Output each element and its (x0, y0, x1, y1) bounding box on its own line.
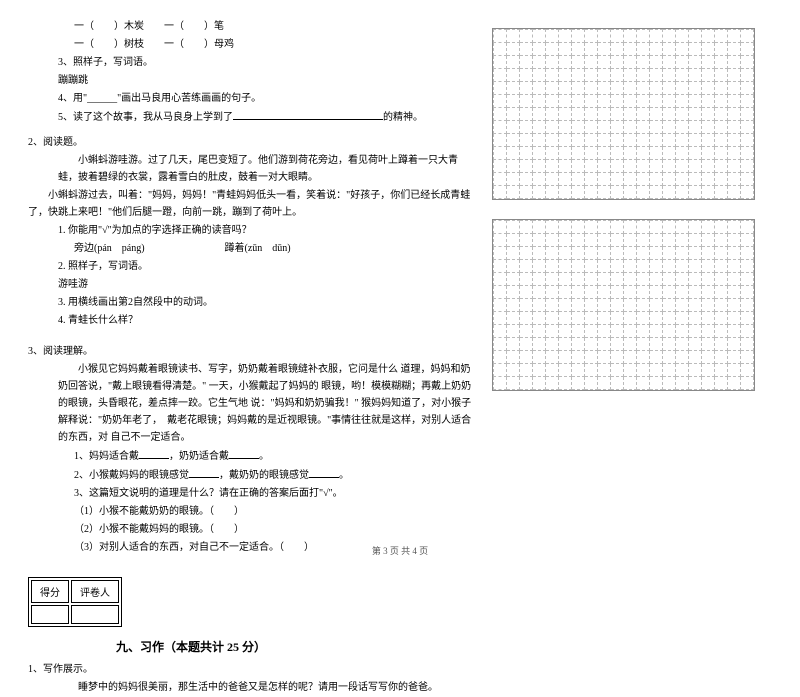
writing-grid-1[interactable] (492, 28, 755, 200)
fill-q4: 4、用"______"画出马良用心苦练画画的句子。 (28, 90, 472, 107)
grader-label: 评卷人 (71, 580, 119, 603)
writing-title: 1、写作展示。 (28, 661, 472, 678)
fill-q5-pre: 5、读了这个故事，我从马良身上学到了 (58, 112, 233, 123)
q3-s1b: ，奶奶适合戴 (169, 451, 229, 462)
right-column (492, 18, 772, 697)
page-footer: 第 3 页 共 4 页 (0, 544, 800, 557)
blank[interactable] (229, 447, 259, 459)
q3-s2c: 。 (339, 470, 349, 481)
fill-line-1a: 一（ ）木炭 一（ ）笔 (28, 18, 472, 35)
score-cell[interactable] (31, 605, 69, 624)
fill-q5: 5、读了这个故事，我从马良身上学到了 的精神。 (28, 108, 472, 126)
q2-p1: 小蝌蚪游哇游。过了几天，尾巴变短了。他们游到荷花旁边，看见荷叶上蹲着一只大青蛙，… (28, 152, 472, 186)
q3-p1: 小猴见它妈妈戴着眼镜读书、写字，奶奶戴着眼镜缝补衣服，它问是什么 道理，妈妈和奶… (28, 361, 472, 446)
q3-o1: （1）小猴不能戴奶奶的眼镜。（ ） (28, 503, 472, 520)
fill-q5-post: 的精神。 (383, 112, 423, 123)
q3-s2: 2、小猴戴妈妈的眼镜感觉 ，戴奶奶的眼镜感觉 。 (28, 466, 472, 484)
score-box: 得分评卷人 (28, 577, 122, 627)
q2-p2: 小蝌蚪游过去，叫着："妈妈，妈妈！"青蛙妈妈低头一看，笑着说："好孩子，你们已经… (28, 187, 472, 221)
q2-s1a: 旁边(pán páng) 蹲着(zūn dūn) (28, 240, 472, 257)
blank[interactable] (139, 447, 169, 459)
fill-line-1b: 一（ ）树枝 一（ ）母鸡 (28, 36, 472, 53)
q2-s2a: 游哇游 (28, 276, 472, 293)
q3-o2: （2）小猴不能戴妈妈的眼镜。（ ） (28, 521, 472, 538)
q3-s2a: 2、小猴戴妈妈的眼镜感觉 (74, 470, 189, 481)
q3-title: 3、阅读理解。 (28, 343, 472, 360)
writing-grid-2[interactable] (492, 219, 755, 391)
writing-body: 睡梦中的妈妈很美丽，那生活中的爸爸又是怎样的呢？请用一段话写写你的爸爸。 (28, 679, 472, 696)
grader-cell[interactable] (71, 605, 119, 624)
blank[interactable] (189, 466, 219, 478)
q2-s4: 4. 青蛙长什么样？ (28, 312, 472, 329)
section-9-title: 九、习作（本题共计 25 分） (116, 638, 472, 655)
q3-s1c: 。 (259, 451, 269, 462)
q2-s1: 1. 你能用"√"为加点的字选择正确的读音吗？ (28, 222, 472, 239)
fill-q3: 3、照样子，写词语。 (28, 54, 472, 71)
blank[interactable] (233, 108, 383, 120)
q3-s3: 3、这篇短文说明的道理是什么？请在正确的答案后面打"√"。 (28, 485, 472, 502)
q3-s1a: 1、妈妈适合戴 (74, 451, 139, 462)
score-label: 得分 (31, 580, 69, 603)
q2-s2: 2. 照样子，写词语。 (28, 258, 472, 275)
q3-s2b: ，戴奶奶的眼镜感觉 (219, 470, 309, 481)
q3-s1: 1、妈妈适合戴 ，奶奶适合戴 。 (28, 447, 472, 465)
left-column: 一（ ）木炭 一（ ）笔 一（ ）树枝 一（ ）母鸡 3、照样子，写词语。 蹦蹦… (28, 18, 472, 697)
q2-title: 2、阅读题。 (28, 134, 472, 151)
fill-example: 蹦蹦跳 (28, 72, 472, 89)
blank[interactable] (309, 466, 339, 478)
q2-s3: 3. 用横线画出第2自然段中的动词。 (28, 294, 472, 311)
